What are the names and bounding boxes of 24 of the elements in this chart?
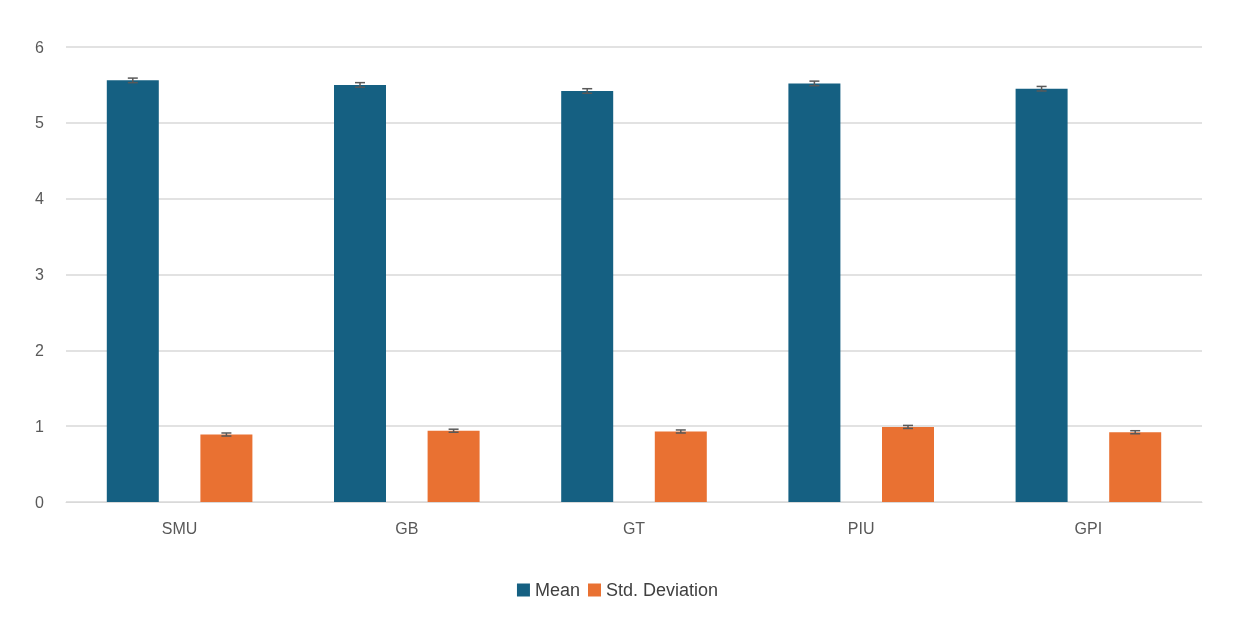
bar: [1015, 88, 1068, 502]
bar: [200, 434, 253, 502]
bar: [561, 90, 614, 502]
bar: [654, 431, 707, 502]
bar: [427, 430, 480, 502]
bar: [788, 83, 841, 502]
bar: [334, 84, 386, 502]
bar: [106, 80, 159, 502]
x-tick-label: PIU: [847, 519, 875, 537]
y-tick-label: 6: [35, 38, 45, 56]
y-tick-label: 5: [35, 114, 45, 132]
y-tick-label: 4: [35, 190, 45, 208]
y-tick-label: 2: [35, 341, 45, 359]
y-tick-label: 3: [35, 266, 45, 283]
legend-label: Mean: [534, 580, 580, 600]
x-tick-label: GPI: [1074, 519, 1103, 537]
x-tick-label: GT: [622, 519, 646, 537]
y-tick-label: 1: [35, 417, 45, 435]
y-tick-label: 0: [35, 493, 45, 511]
legend-label: Std. Deviation: [605, 580, 719, 600]
x-tick-label: GB: [395, 519, 419, 537]
bar: [882, 426, 934, 502]
bar: [1109, 432, 1162, 502]
x-tick-label: SMU: [161, 519, 198, 537]
